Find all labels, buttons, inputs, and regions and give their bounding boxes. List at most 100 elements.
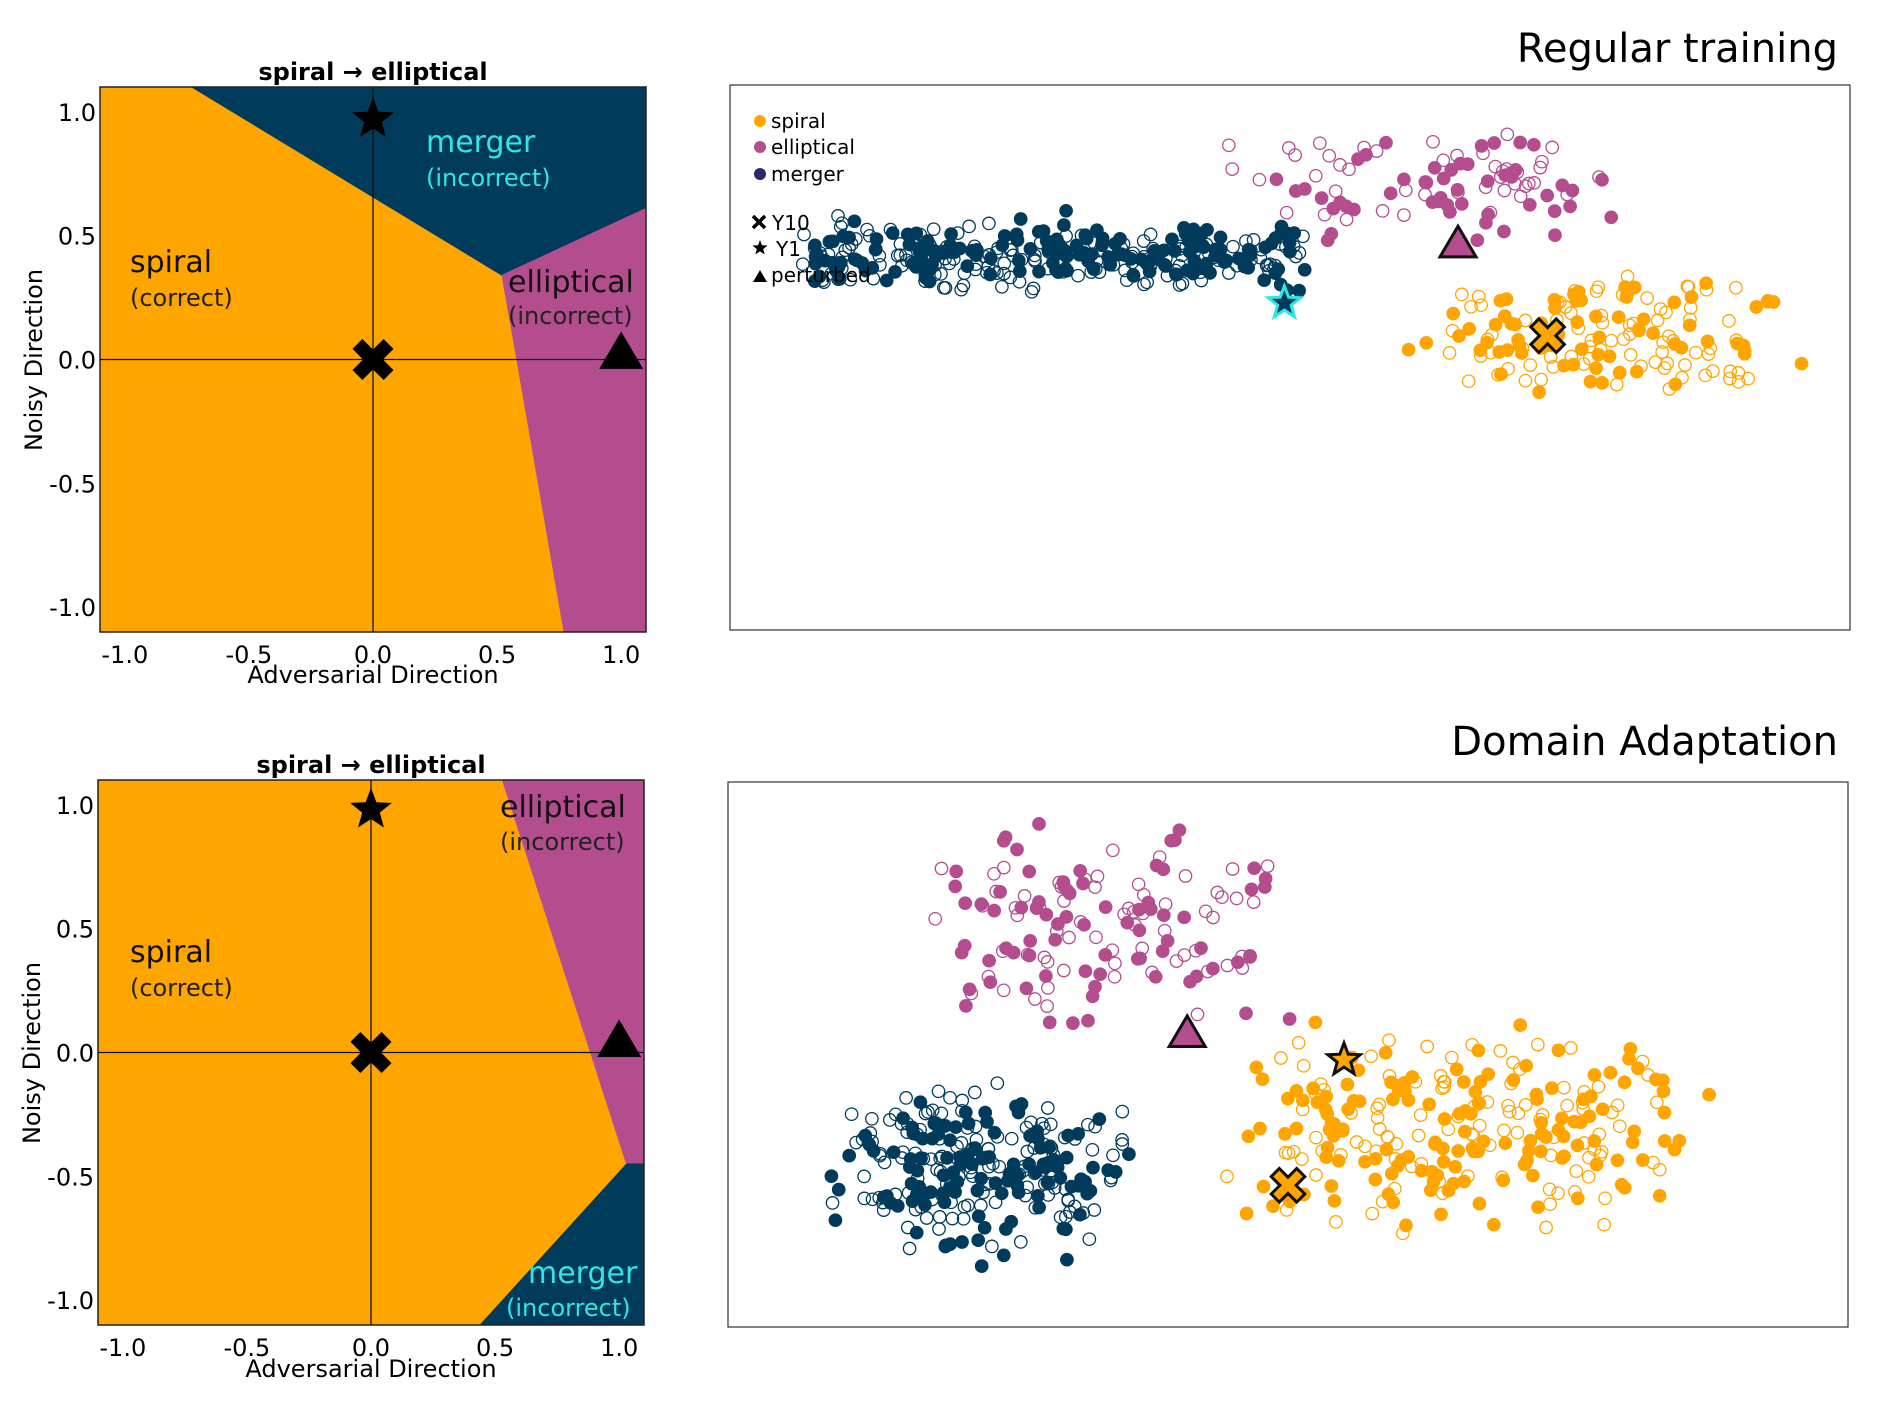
scatter-point-merger [865, 1111, 879, 1126]
scatter-point-spiral [1365, 1206, 1380, 1221]
scatter-point-spiral [1482, 1138, 1497, 1153]
scatter-point-spiral [1534, 372, 1549, 387]
scatter-point-spiral [1675, 370, 1689, 385]
scatter-point-elliptical [1056, 963, 1071, 978]
scatter-point-elliptical [1098, 948, 1113, 962]
scatter-point-spiral [1555, 1111, 1569, 1126]
scatter-point-spiral [1668, 377, 1683, 392]
scatter-point-merger [1046, 1147, 1061, 1162]
scatter-point-elliptical [1426, 134, 1440, 149]
scatter-point-elliptical [1383, 186, 1398, 201]
scatter-point-elliptical [1032, 817, 1046, 831]
scatter-point-merger [1027, 1166, 1042, 1181]
scatter-point-spiral [1518, 313, 1533, 328]
scatter-point-spiral [1518, 373, 1533, 388]
scatter-point-elliptical [1093, 967, 1108, 982]
scatter-point-elliptical [1177, 948, 1192, 962]
scatter-point-merger [832, 272, 847, 286]
scatter-point-elliptical [1225, 162, 1240, 176]
scatter-point-elliptical [1190, 1007, 1205, 1022]
scatter-point-elliptical [1359, 147, 1373, 162]
scatter-point-spiral [1657, 1134, 1672, 1148]
scatter-point-spiral [1457, 1124, 1472, 1139]
scatter-point-spiral [1623, 348, 1638, 362]
scatter-point-merger [955, 1235, 969, 1249]
scatter-point-merger [952, 1169, 966, 1184]
scatter-point-merger [961, 1116, 976, 1131]
cross-icon [1528, 316, 1567, 355]
scatter-point-elliptical [1487, 136, 1502, 150]
scatter-point-spiral [1722, 314, 1736, 328]
scatter-point-spiral [1551, 1043, 1566, 1058]
scatter-point-elliptical [1178, 869, 1193, 883]
scatter-point-spiral [1309, 1130, 1323, 1145]
scatter-point-spiral [1511, 1106, 1526, 1121]
scatter-point-merger [1011, 253, 1026, 268]
scatter-point-spiral [1331, 1153, 1346, 1168]
x-tick: -0.5 [223, 1334, 270, 1362]
scatter-point-spiral [1563, 1041, 1578, 1055]
scatter-point-spiral [1525, 1168, 1540, 1183]
scatter-point-elliptical [996, 860, 1011, 875]
scatter-point-merger [954, 282, 969, 297]
scatter-point-merger [973, 1198, 988, 1213]
legend-label: Y1 [775, 237, 801, 261]
scatter-point-elliptical [949, 864, 964, 879]
scatter-point-elliptical [1324, 227, 1339, 241]
scatter-point-merger [1124, 252, 1138, 266]
region-label-merger: merger [426, 125, 536, 160]
legend-dot-merger [754, 168, 766, 180]
scatter-point-elliptical [1239, 1006, 1253, 1021]
scatter-point-elliptical [1563, 199, 1577, 214]
scatter-point-elliptical [981, 969, 996, 984]
scatter-point-merger [797, 227, 811, 242]
scatter-point-spiral [1760, 294, 1775, 309]
scatter-point-elliptical [1565, 183, 1580, 198]
scatter-point-merger [1032, 1200, 1046, 1215]
region-sublabel-spiral: (correct) [130, 974, 233, 1002]
scatter-point-elliptical [1020, 947, 1035, 962]
scatter-point-elliptical [1312, 136, 1327, 151]
scatter-point-merger [1122, 1147, 1136, 1161]
scatter-point-elliptical [1088, 880, 1102, 895]
scatter-point-elliptical [1073, 863, 1088, 878]
scatter-point-elliptical [1126, 905, 1141, 919]
scatter-point-merger [990, 1076, 1005, 1091]
scatter-point-elliptical [1066, 1016, 1080, 1030]
scatter-point-spiral [1560, 1098, 1574, 1113]
scatter-point-spiral [1557, 1149, 1571, 1164]
scatter-point-merger [958, 1105, 973, 1120]
scatter-point-spiral [1584, 333, 1599, 348]
scatter-point-elliptical [1333, 158, 1347, 172]
scatter-point-spiral [1531, 1200, 1545, 1215]
scatter-point-spiral [1534, 1144, 1548, 1159]
scatter-point-elliptical [1108, 956, 1122, 971]
scatter-point-spiral [1294, 1152, 1309, 1166]
scatter-point-spiral [1574, 342, 1589, 357]
map-title: spiral → elliptical [256, 751, 485, 779]
x-axis-label: Adversarial Direction [247, 661, 498, 689]
scatter-point-merger [1137, 277, 1151, 292]
scatter-point-merger [1035, 1116, 1049, 1131]
scatter-point-spiral [1612, 365, 1627, 380]
scatter-point-elliptical [1090, 869, 1105, 884]
scatter-point-elliptical [1048, 932, 1063, 947]
scatter-point-spiral [1488, 317, 1503, 332]
scatter-point-merger [1106, 1148, 1120, 1163]
scatter-point-spiral [1582, 1150, 1596, 1165]
scatter-point-merger [1040, 1101, 1055, 1115]
scatter-point-spiral [1617, 1075, 1632, 1090]
scatter-point-spiral [1611, 310, 1626, 325]
scatter-point-elliptical [958, 896, 973, 911]
scatter-point-spiral [1545, 1081, 1559, 1096]
scatter-point-spiral [1581, 1169, 1596, 1184]
scatter-point-elliptical [1592, 170, 1606, 184]
scatter-point-elliptical [1189, 969, 1204, 984]
scatter-point-elliptical [1225, 862, 1240, 876]
scatter-point-merger [1083, 1183, 1098, 1198]
scatter-point-elliptical [1235, 961, 1250, 975]
y-tick: 0.5 [58, 223, 96, 251]
scatter-point-merger [904, 255, 919, 270]
scatter-point-elliptical [1135, 941, 1150, 956]
map-x-ticks: -1.0 -0.5 0.0 0.5 1.0 [101, 641, 640, 669]
